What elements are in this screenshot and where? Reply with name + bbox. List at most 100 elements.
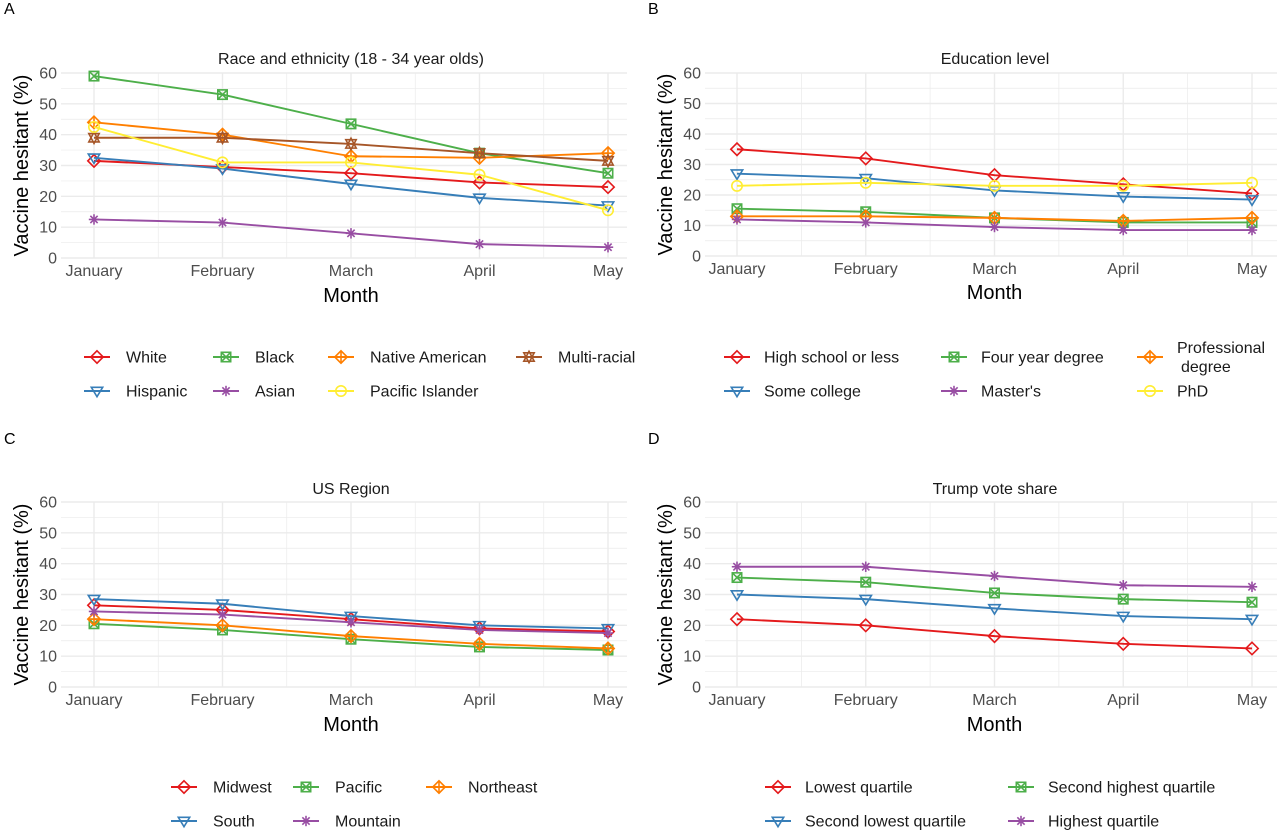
series-group [729, 141, 1260, 236]
data-point-hispanic [343, 179, 359, 192]
legend-key-marker [770, 779, 786, 795]
x-tick-label: January [66, 692, 123, 709]
gridlines [61, 501, 627, 688]
data-point-lowest-quartile [1244, 641, 1260, 656]
y-tick-label: 60 [683, 495, 701, 512]
y-axis-title: Vaccine hesitant (%) [11, 75, 33, 257]
y-tick-label: 40 [683, 127, 701, 144]
y-tick-label: 10 [683, 218, 701, 235]
legend-label-line: Black [255, 350, 295, 367]
x-tick-label: March [972, 261, 1016, 278]
legend: High school or less Four year degree Profe… [724, 340, 1265, 401]
x-tick-label: March [329, 263, 373, 280]
y-tick-label: 40 [683, 556, 701, 573]
legend-label-line: Mountain [335, 814, 401, 831]
data-point-multi-racial [215, 130, 230, 146]
legend-label: PhD [1177, 384, 1208, 401]
legend-item-northeast: Northeast [426, 780, 538, 797]
legend-label: Lowest quartile [805, 780, 913, 797]
legend-label-line: South [213, 814, 255, 831]
y-tick-label: 50 [39, 96, 57, 113]
legend-label-line: Pacific [335, 780, 382, 797]
panel-label: B [648, 1, 659, 18]
legend-label: Asian [255, 384, 295, 401]
legend-label: Second lowest quartile [805, 814, 966, 831]
legend-label: Highest quartile [1048, 814, 1159, 831]
data-point-mountain [602, 627, 614, 639]
legend-key-marker [522, 349, 536, 365]
y-tick-label: 0 [692, 249, 701, 266]
legend-key-marker [220, 351, 232, 363]
data-point-phd [730, 179, 743, 192]
y-tick-label: 50 [39, 525, 57, 542]
data-point-highest-quartile [1246, 581, 1258, 592]
legend-label-line: Lowest quartile [805, 780, 913, 797]
legend-label-line: Midwest [213, 780, 272, 797]
legend-item-master-s: Master's [941, 384, 1041, 401]
legend-label-line: White [126, 350, 167, 367]
x-axis-title: Month [967, 714, 1023, 736]
legend-item-black: Black [213, 350, 295, 367]
x-tick-label: April [1107, 261, 1139, 278]
legend-label-line: High school or less [764, 350, 899, 367]
data-point-pacific-islander [473, 168, 486, 181]
x-axis-title: Month [967, 282, 1023, 304]
data-point-mountain [217, 609, 228, 620]
y-tick-label: 10 [39, 649, 57, 666]
data-point-hispanic [215, 164, 230, 176]
legend-key-marker [948, 351, 960, 363]
data-point-northeast [600, 641, 616, 656]
data-point-northeast [215, 618, 230, 633]
legend-label-line: Highest quartile [1048, 814, 1159, 831]
data-point-south [343, 611, 359, 624]
data-point-second-highest-quartile [988, 587, 1000, 599]
y-tick-label: 60 [683, 66, 701, 83]
y-tick-label: 0 [692, 680, 701, 697]
y-tick-label: 30 [39, 158, 57, 175]
legend-label-line: Master's [981, 384, 1041, 401]
legend-item-phd: PhD [1137, 384, 1208, 401]
x-tick-label: May [1237, 692, 1267, 709]
legend-label: Hispanic [126, 384, 187, 401]
data-point-black [217, 89, 229, 101]
legend-key-marker [220, 385, 232, 397]
x-tick-label: May [593, 692, 623, 709]
legend-label: Four year degree [981, 350, 1104, 367]
series-line-phd [736, 181, 1253, 187]
y-tick-label: 20 [683, 618, 701, 635]
legend-label: High school or less [764, 350, 899, 367]
legend-label: Native American [370, 350, 487, 367]
x-tick-label: January [709, 261, 766, 278]
y-axis-title: Vaccine hesitant (%) [655, 504, 677, 686]
legend-label: Second highest quartile [1048, 780, 1215, 797]
data-point-some-college [729, 169, 745, 181]
legend-key-marker [334, 384, 347, 397]
gridlines [705, 72, 1277, 257]
legend-label: Mountain [335, 814, 401, 831]
data-point-highest-quartile [989, 570, 1000, 582]
legend-item-mountain: Mountain [293, 814, 401, 831]
legend-label: Midwest [213, 780, 272, 797]
legend-label-line: Second highest quartile [1048, 780, 1215, 797]
chart-title: US Region [312, 481, 389, 498]
y-tick-label: 0 [48, 680, 57, 697]
series-group [729, 561, 1260, 656]
data-point-phd [988, 179, 1001, 192]
data-point-mountain [345, 617, 357, 628]
y-tick-label: 40 [39, 127, 57, 144]
data-point-phd [859, 176, 872, 189]
data-point-highest-quartile [1118, 580, 1129, 591]
data-point-some-college [1244, 195, 1260, 207]
legend-label: White [126, 350, 167, 367]
x-tick-label: February [190, 692, 254, 709]
gridlines [61, 72, 627, 259]
legend-key-marker [729, 386, 745, 399]
legend-key-marker [1015, 781, 1027, 793]
data-point-asian [602, 242, 614, 253]
series-line-hispanic [93, 156, 609, 207]
data-point-multi-racial [472, 145, 487, 161]
chart-title: Race and ethnicity (18 - 34 year olds) [218, 51, 484, 68]
legend-label-line: Asian [255, 384, 295, 401]
data-point-second-lowest-quartile [729, 589, 745, 602]
